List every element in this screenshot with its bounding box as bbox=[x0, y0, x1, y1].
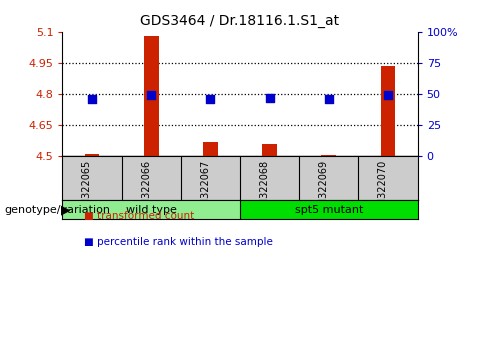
Text: GSM322066: GSM322066 bbox=[141, 160, 151, 219]
Text: GSM322070: GSM322070 bbox=[378, 160, 388, 219]
Point bbox=[266, 95, 274, 101]
Text: ▶: ▶ bbox=[61, 203, 71, 216]
Text: wild type: wild type bbox=[126, 205, 177, 215]
Bar bbox=[62, 200, 240, 219]
Bar bbox=[381, 66, 396, 156]
Text: genotype/variation: genotype/variation bbox=[5, 205, 111, 215]
Point bbox=[325, 96, 333, 102]
Bar bbox=[84, 154, 99, 156]
Point bbox=[147, 92, 155, 98]
Text: spt5 mutant: spt5 mutant bbox=[295, 205, 363, 215]
Point bbox=[384, 92, 392, 98]
Text: GSM322067: GSM322067 bbox=[201, 160, 210, 219]
Bar bbox=[322, 155, 336, 156]
Text: ■ transformed count: ■ transformed count bbox=[84, 211, 194, 221]
Text: ■ percentile rank within the sample: ■ percentile rank within the sample bbox=[84, 237, 273, 247]
Text: GSM322069: GSM322069 bbox=[319, 160, 329, 219]
Point bbox=[88, 96, 96, 102]
Title: GDS3464 / Dr.18116.1.S1_at: GDS3464 / Dr.18116.1.S1_at bbox=[141, 14, 339, 28]
Point bbox=[206, 96, 214, 102]
Bar bbox=[203, 142, 218, 156]
Text: GSM322068: GSM322068 bbox=[260, 160, 270, 219]
Bar bbox=[240, 200, 418, 219]
Text: GSM322065: GSM322065 bbox=[82, 160, 92, 219]
Bar bbox=[144, 36, 158, 156]
Bar bbox=[262, 144, 277, 156]
